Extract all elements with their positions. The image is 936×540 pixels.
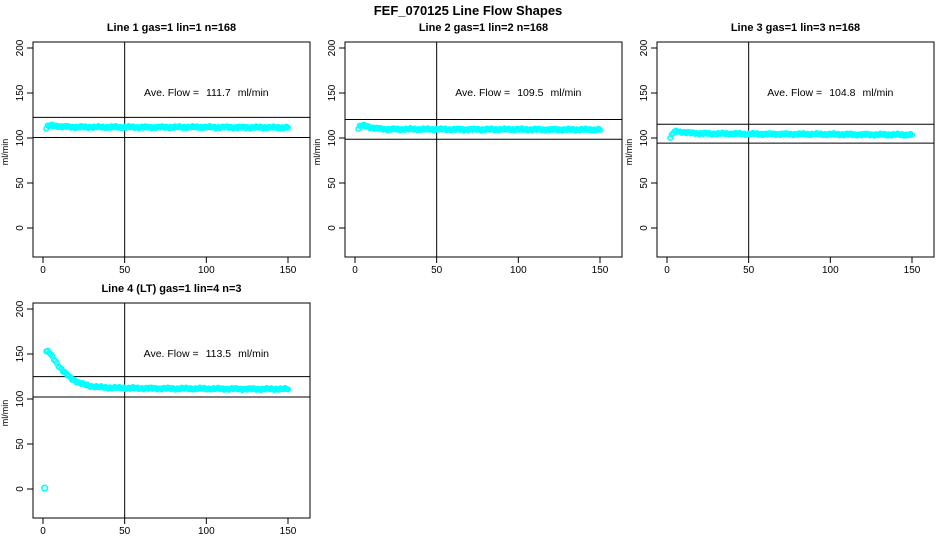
y-tick-label: 200 — [327, 39, 338, 56]
panel-3-chart: 0 50 100 150 200 0 50 100 150 ml/min Line 3 gas=1 … — [624, 22, 935, 276]
y-tick-label: 0 — [15, 486, 26, 492]
x-tick-label: 100 — [822, 265, 839, 276]
y-tick-label: 0 — [327, 225, 338, 231]
y-tick-label: 200 — [639, 39, 650, 56]
data-point — [596, 126, 604, 133]
scatter-points — [667, 127, 916, 142]
ave-flow-annotation: Ave. Flow = 113.5 ml/min — [144, 348, 270, 360]
panel-4-chart: 0 50 100 150 200 0 50 100 150 ml/min Line 4 (LT) g… — [0, 283, 311, 537]
data-point — [908, 131, 916, 139]
y-tick-label: 100 — [639, 129, 650, 146]
panel-2-chart: 0 50 100 150 200 0 50 100 150 ml/min Line 2 gas=1 … — [312, 22, 623, 276]
x-tick-label: 0 — [40, 265, 46, 276]
data-point — [284, 386, 292, 393]
y-axis-label: ml/min — [0, 139, 10, 166]
x-tick-label: 150 — [280, 265, 297, 276]
y-tick-label: 50 — [639, 177, 650, 189]
y-tick-label: 100 — [15, 390, 26, 407]
outlier-point — [40, 484, 49, 492]
y-tick-label: 150 — [327, 84, 338, 101]
y-tick-label: 200 — [15, 300, 26, 317]
plot-box — [32, 41, 311, 258]
ave-flow-annotation: Ave. Flow = 111.7 ml/min — [144, 87, 269, 99]
panel-1-chart: 0 50 100 150 200 0 50 100 150 ml/min Line 1 gas=1 … — [0, 22, 311, 276]
x-tick-label: 50 — [431, 265, 443, 276]
x-tick-label: 0 — [352, 265, 358, 276]
panel-title: Line 4 (LT) gas=1 lin=4 n=3 — [101, 283, 241, 295]
panel-title: Line 1 gas=1 lin=1 n=168 — [107, 22, 236, 34]
x-tick-label: 50 — [119, 265, 131, 276]
y-axis-label: ml/min — [0, 400, 10, 427]
ave-flow-annotation: Ave. Flow = 104.8 ml/min — [767, 87, 893, 99]
plot-box — [656, 41, 935, 258]
x-tick-label: 100 — [198, 526, 215, 537]
y-tick-label: 50 — [15, 177, 26, 189]
y-tick-label: 50 — [327, 177, 338, 189]
page-title: FEF_070125 Line Flow Shapes — [373, 3, 563, 18]
x-tick-label: 100 — [198, 265, 215, 276]
y-tick-label: 0 — [15, 225, 26, 231]
ave-flow-annotation: Ave. Flow = 109.5 ml/min — [455, 87, 581, 99]
y-tick-label: 200 — [15, 39, 26, 56]
y-tick-label: 150 — [15, 345, 26, 362]
x-tick-label: 150 — [904, 265, 921, 276]
plot-box — [32, 302, 311, 519]
data-point — [284, 124, 292, 131]
plot-box — [344, 41, 623, 258]
y-tick-label: 100 — [15, 129, 26, 146]
x-tick-label: 150 — [280, 526, 297, 537]
x-tick-label: 0 — [40, 526, 46, 537]
x-tick-label: 100 — [510, 265, 527, 276]
y-tick-label: 150 — [15, 84, 26, 101]
y-tick-label: 50 — [15, 438, 26, 450]
scatter-points — [43, 121, 292, 132]
x-tick-label: 50 — [743, 265, 755, 276]
panel-title: Line 3 gas=1 lin=3 n=168 — [731, 22, 860, 34]
scatter-points — [355, 121, 604, 134]
x-tick-label: 150 — [592, 265, 609, 276]
panel-title: Line 2 gas=1 lin=2 n=168 — [419, 22, 548, 34]
y-tick-label: 100 — [327, 129, 338, 146]
y-tick-label: 0 — [639, 225, 650, 231]
x-tick-label: 0 — [664, 265, 670, 276]
y-axis-label: ml/min — [312, 139, 322, 166]
y-tick-label: 150 — [639, 84, 650, 101]
y-axis-label: ml/min — [624, 139, 634, 166]
x-tick-label: 50 — [119, 526, 131, 537]
scatter-points — [40, 347, 292, 492]
